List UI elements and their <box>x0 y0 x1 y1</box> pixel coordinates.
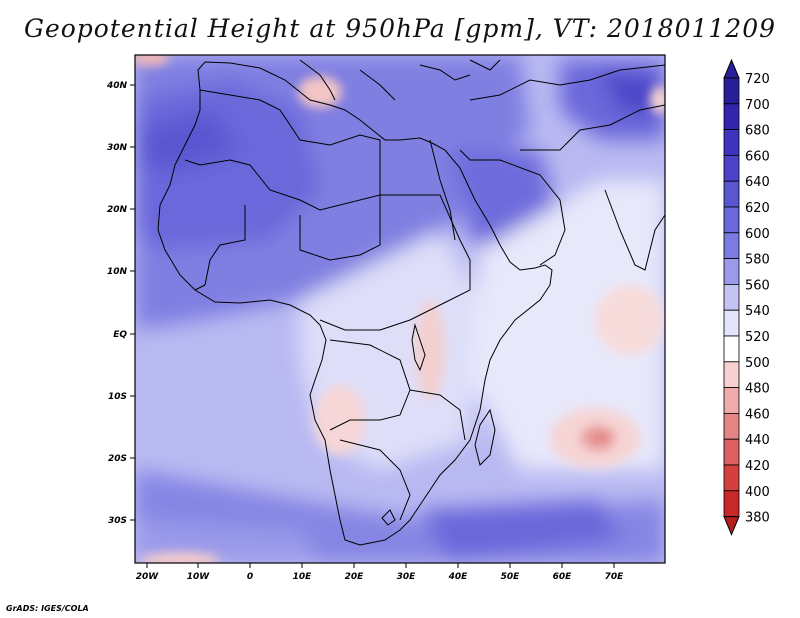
colorbar-swatch <box>723 206 740 234</box>
colorbar-label: 380 <box>745 511 770 526</box>
colorbar-swatch <box>723 361 740 388</box>
colorbar-label: 580 <box>745 253 770 268</box>
colorbar-label: 520 <box>745 330 770 345</box>
colorbar-label: 440 <box>745 433 770 448</box>
lon-label: 40E <box>448 572 469 582</box>
colorbar-label: 560 <box>745 278 770 293</box>
colorbar-bottom-arrow <box>723 516 740 536</box>
colorbar-label: 480 <box>745 382 770 397</box>
lon-labels: 20W 10W 0 10E 20E 30E 40E 50E 60E 70E <box>136 572 624 582</box>
colorbar-label: 400 <box>745 485 770 500</box>
colorbar-swatch <box>723 103 740 131</box>
colorbar-swatch <box>723 258 740 285</box>
lon-label: 20W <box>136 572 160 582</box>
lon-label: 0 <box>247 572 253 582</box>
colorbar-swatch <box>723 154 740 182</box>
lat-label: EQ <box>113 330 127 340</box>
colorbar-swatch <box>723 438 740 466</box>
coastlines <box>157 59 665 546</box>
colorbar-label: 660 <box>745 149 770 164</box>
lon-axis <box>146 563 615 568</box>
colorbar-swatch <box>723 412 740 440</box>
colorbar-label: 420 <box>745 459 770 474</box>
height-field <box>135 55 665 563</box>
lon-label: 70E <box>605 572 625 582</box>
map-frame <box>134 54 666 564</box>
lon-label: 10E <box>293 572 313 582</box>
colorbar-label: 600 <box>745 227 770 242</box>
colorbar-swatch <box>723 129 740 156</box>
colorbar-label: 720 <box>745 72 770 87</box>
map-title: Geopotential Height at 950hPa [gpm], VT:… <box>23 14 777 43</box>
colorbar-swatch <box>723 232 740 260</box>
colorbar-swatch <box>723 283 740 311</box>
lon-label: 20E <box>345 572 365 582</box>
colorbar-top-arrow <box>723 58 740 79</box>
lat-label: 10S <box>108 392 127 402</box>
lat-label: 10N <box>107 267 128 277</box>
colorbar-label: 500 <box>745 356 770 371</box>
lat-label: 40N <box>106 81 128 91</box>
colorbar-swatch <box>723 387 740 414</box>
colorbar-label: 640 <box>745 175 770 190</box>
colorbar-swatch <box>723 464 740 492</box>
lat-label: 30N <box>107 143 128 153</box>
colorbar-swatch <box>723 490 740 517</box>
colorbar-label: 460 <box>745 407 770 422</box>
colorbar-label: 620 <box>745 201 770 216</box>
lon-label: 60E <box>553 572 573 582</box>
lat-labels: 40N 30N 20N 10N EQ 10S 20S 30S <box>106 81 128 526</box>
colorbar-swatch <box>723 77 740 105</box>
lat-label: 20S <box>108 454 127 464</box>
colorbar-swatch <box>723 309 740 337</box>
lon-label: 10W <box>187 572 211 582</box>
lat-label: 30S <box>108 516 127 526</box>
credit-text: GrADS: IGES/COLA <box>6 604 89 613</box>
colorbar-label: 540 <box>745 304 770 319</box>
colorbar-swatch <box>723 180 740 208</box>
colorbar: 720 700 680 660 640 620 600 580 560 540 520 500 480 4… <box>723 58 770 536</box>
lat-label: 20N <box>107 205 128 215</box>
lon-label: 30E <box>397 572 417 582</box>
lon-label: 50E <box>501 572 521 582</box>
colorbar-label: 680 <box>745 124 770 139</box>
colorbar-label: 700 <box>745 98 770 113</box>
lat-axis <box>130 84 135 521</box>
colorbar-swatch <box>723 335 740 363</box>
